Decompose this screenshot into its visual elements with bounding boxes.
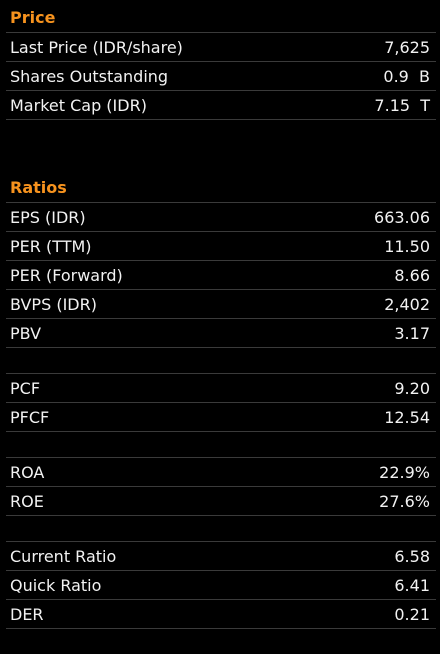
- metric-label: Shares Outstanding: [10, 66, 169, 86]
- metric-label: EPS (IDR): [10, 207, 86, 227]
- metric-label: Current Ratio: [10, 546, 117, 566]
- metric-row: PER (Forward) 8.66: [6, 261, 436, 290]
- metric-label: Last Price (IDR/share): [10, 37, 183, 57]
- metric-value: 6.41: [394, 575, 430, 595]
- metric-value: 11.50: [384, 236, 430, 256]
- metric-row: PBV 3.17: [6, 319, 436, 348]
- metric-row: Quick Ratio 6.41: [6, 571, 436, 600]
- metric-label: PCF: [10, 378, 41, 398]
- section: Price Last Price (IDR/share) 7,625 Shares O…: [6, 4, 436, 120]
- metric-label: PER (TTM): [10, 236, 92, 256]
- metric-row: Current Ratio 6.58: [6, 542, 436, 571]
- metric-label: BVPS (IDR): [10, 294, 97, 314]
- metric-label: PBV: [10, 323, 42, 343]
- metric-value: 0.21: [394, 604, 430, 624]
- metric-row: Last Price (IDR/share) 7,625: [6, 33, 436, 62]
- metric-value: 12.54: [384, 407, 430, 427]
- section-title: Price: [6, 4, 436, 33]
- metric-row: Market Cap (IDR) 7.15 T: [6, 91, 436, 120]
- metric-row: BVPS (IDR) 2,402: [6, 290, 436, 319]
- metric-value: 22.9%: [379, 462, 430, 482]
- metric-label: Market Cap (IDR): [10, 95, 147, 115]
- metric-value: 9.20: [394, 378, 430, 398]
- metric-value: 8.66: [394, 265, 430, 285]
- metric-value: 663.06: [374, 207, 430, 227]
- section-title: Ratios: [6, 174, 436, 203]
- metric-row: DER 0.21: [6, 600, 436, 629]
- metric-row: PER (TTM) 11.50: [6, 232, 436, 261]
- spacer: [6, 432, 436, 458]
- metric-row: PFCF 12.54: [6, 403, 436, 432]
- metric-value: 7.15 T: [374, 95, 430, 115]
- metric-value: 2,402: [384, 294, 430, 314]
- metric-label: PER (Forward): [10, 265, 123, 285]
- metric-label: DER: [10, 604, 44, 624]
- metric-value: 7,625: [384, 37, 430, 57]
- metric-value: 27.6%: [379, 491, 430, 511]
- metric-row: EPS (IDR) 663.06: [6, 203, 436, 232]
- section: Ratios EPS (IDR) 663.06 PER (TTM) 11.50 PER (…: [6, 174, 436, 629]
- spacer: [6, 348, 436, 374]
- metric-row: PCF 9.20: [6, 374, 436, 403]
- metric-label: Quick Ratio: [10, 575, 102, 595]
- metric-row: Shares Outstanding 0.9 B: [6, 62, 436, 91]
- metric-value: 6.58: [394, 546, 430, 566]
- metric-label: ROA: [10, 462, 45, 482]
- metric-value: 3.17: [394, 323, 430, 343]
- metric-label: ROE: [10, 491, 44, 511]
- metric-row: ROE 27.6%: [6, 487, 436, 516]
- metric-value: 0.9 B: [383, 66, 430, 86]
- metric-row: ROA 22.9%: [6, 458, 436, 487]
- metric-label: PFCF: [10, 407, 50, 427]
- spacer: [6, 516, 436, 542]
